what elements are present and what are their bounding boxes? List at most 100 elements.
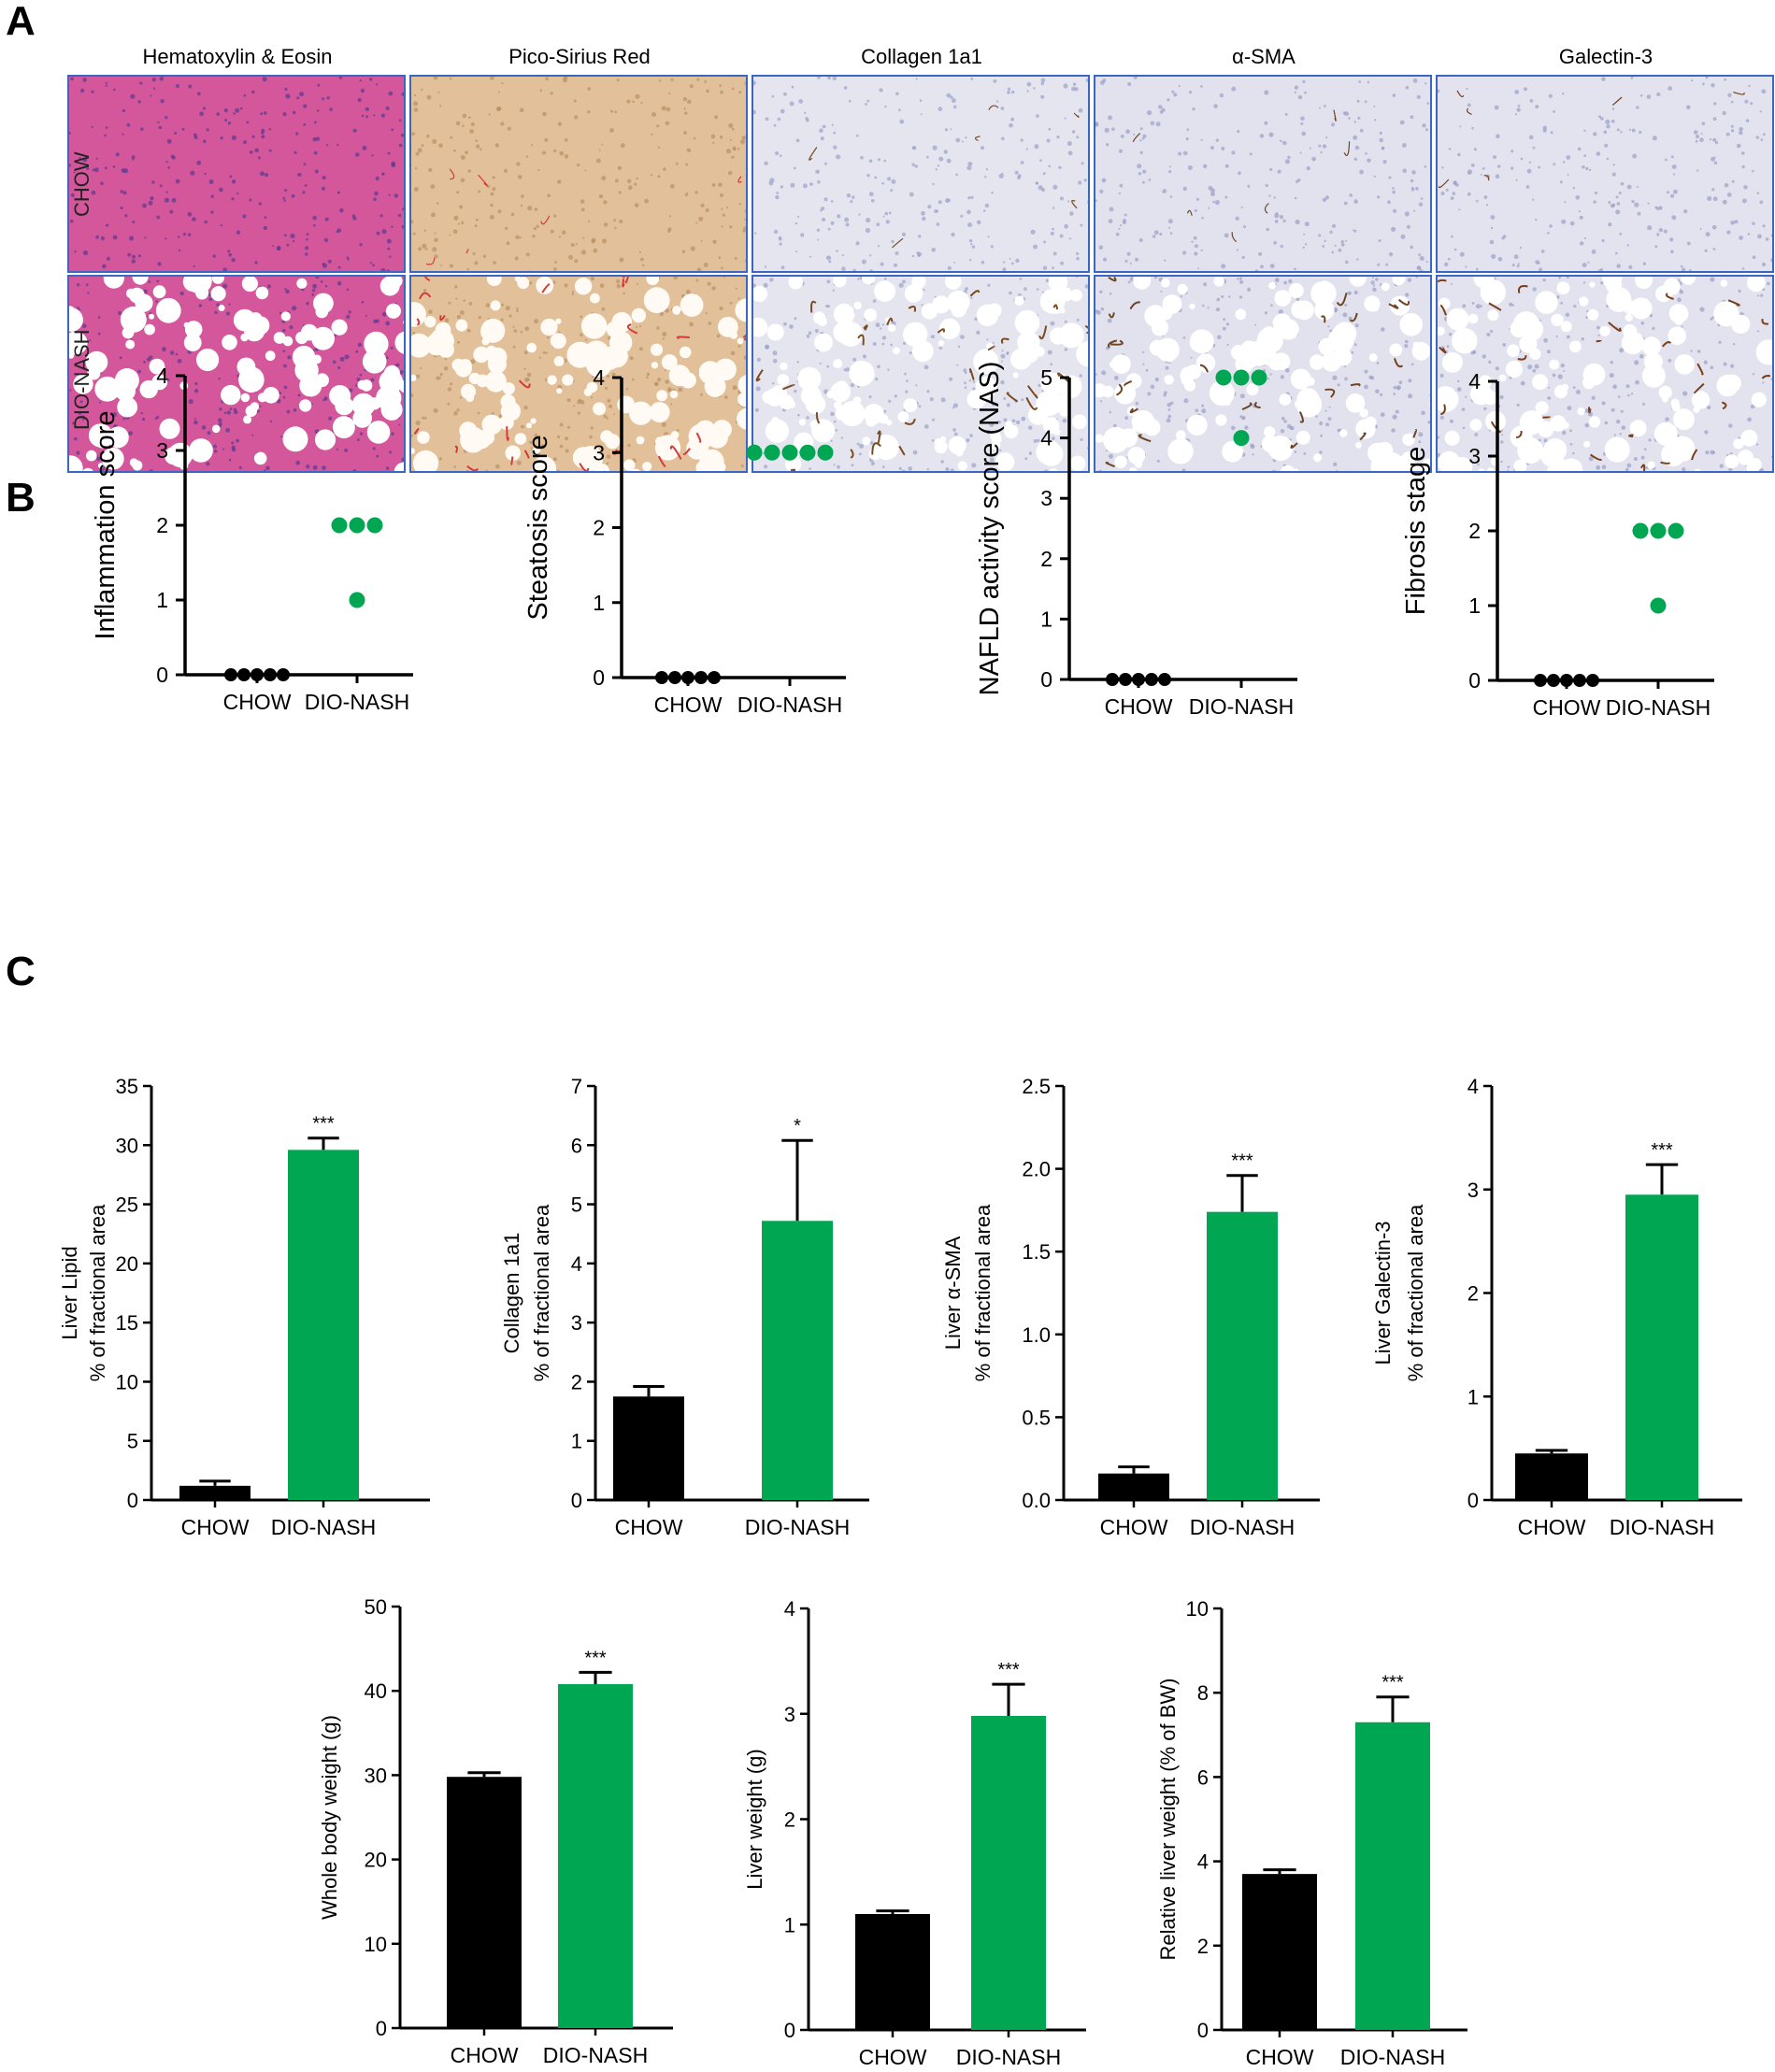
- y-tick-label: 2: [1467, 1282, 1479, 1306]
- y-tick-label: 0: [593, 665, 605, 690]
- data-point: [349, 592, 365, 608]
- data-point: [277, 668, 290, 681]
- x-tick-label: CHOW: [1518, 1515, 1586, 1539]
- significance-marker: ***: [1651, 1140, 1673, 1161]
- y-tick-label: 2: [1197, 1935, 1209, 1958]
- histology-tile: [1436, 75, 1774, 273]
- data-point: [708, 671, 721, 684]
- y-tick-label: 0.0: [1022, 1489, 1051, 1512]
- data-point: [781, 444, 798, 461]
- y-axis-label: Liver α-SMA: [941, 1236, 965, 1350]
- y-axis-label: NAFLD activity score (NAS): [975, 362, 1005, 696]
- y-tick-label: 10: [116, 1370, 138, 1393]
- significance-marker: *: [794, 1116, 801, 1136]
- data-point: [1132, 673, 1145, 686]
- y-tick-label: 30: [365, 1764, 387, 1787]
- bar-chow: [179, 1485, 251, 1500]
- data-point: [251, 668, 264, 681]
- y-tick-label: 10: [1186, 1597, 1209, 1621]
- y-tick-label: 4: [1040, 426, 1052, 450]
- data-point: [1119, 673, 1132, 686]
- y-tick-label: 1: [156, 588, 168, 612]
- data-point: [764, 444, 780, 461]
- y-tick-label: 1: [1467, 1385, 1479, 1408]
- data-point: [817, 444, 834, 461]
- y-tick-label: 4: [593, 365, 605, 390]
- data-point: [349, 517, 365, 534]
- y-tick-label: 1: [1468, 593, 1481, 618]
- y-tick-label: 2.5: [1022, 1075, 1051, 1098]
- data-point: [1668, 522, 1684, 539]
- x-tick-label: CHOW: [859, 2045, 927, 2069]
- y-axis-label: Fibrosis stage: [1401, 447, 1431, 616]
- y-tick-label: 2: [1468, 519, 1481, 543]
- y-tick-label: 7: [571, 1075, 582, 1098]
- x-tick-label: DIO-NASH: [1190, 1515, 1295, 1539]
- y-tick-label: 30: [116, 1134, 138, 1157]
- y-tick-label: 3: [1040, 486, 1052, 510]
- y-axis-label: Relative liver weight (% of BW): [1156, 1679, 1180, 1961]
- y-tick-label: 2.0: [1022, 1158, 1051, 1181]
- significance-marker: ***: [1381, 1673, 1404, 1693]
- bar-chow: [1242, 1874, 1317, 2030]
- data-point: [1586, 674, 1599, 687]
- significance-marker: ***: [1231, 1151, 1253, 1172]
- histology-tile: [409, 75, 748, 273]
- x-tick-label: DIO-NASH: [1189, 694, 1294, 719]
- y-tick-label: 0: [571, 1489, 582, 1512]
- x-tick-label: DIO-NASH: [956, 2045, 1061, 2069]
- bar-chow: [613, 1396, 684, 1500]
- data-point: [1145, 673, 1158, 686]
- data-point: [224, 668, 237, 681]
- y-tick-label: 4: [784, 1597, 795, 1621]
- y-tick-label: 3: [593, 440, 605, 464]
- bar-chow: [447, 1777, 522, 2028]
- bar-dio-nash: [762, 1221, 833, 1500]
- data-point: [1106, 673, 1119, 686]
- y-tick-label: 2: [156, 513, 168, 537]
- data-point: [1650, 522, 1667, 539]
- data-point: [1215, 369, 1232, 386]
- bar-dio-nash: [288, 1150, 359, 1500]
- significance-marker: ***: [584, 1648, 607, 1668]
- bar-dio-nash: [1625, 1194, 1698, 1500]
- data-point: [1560, 674, 1573, 687]
- panel-label-b: B: [6, 475, 36, 521]
- data-point: [1158, 673, 1171, 686]
- y-tick-label: 3: [1467, 1179, 1479, 1202]
- data-point: [655, 671, 668, 684]
- x-tick-label: DIO-NASH: [305, 690, 409, 714]
- data-point: [1233, 369, 1250, 386]
- y-axis-label: Liver Lipid: [58, 1246, 81, 1339]
- y-tick-label: 4: [156, 364, 168, 388]
- bar-dio-nash: [558, 1683, 633, 2028]
- significance-marker: ***: [997, 1660, 1020, 1680]
- column-header-he: Hematoxylin & Eosin: [142, 45, 333, 68]
- histology-tile: [409, 275, 748, 473]
- y-tick-label: 5: [571, 1193, 582, 1217]
- bar-chow: [855, 1913, 930, 2030]
- x-tick-label: DIO-NASH: [745, 1515, 850, 1539]
- y-axis-label: Liver Galectin-3: [1371, 1221, 1395, 1365]
- y-tick-label: 0: [784, 2019, 795, 2042]
- x-tick-label: DIO-NASH: [737, 693, 842, 717]
- data-point: [1573, 674, 1586, 687]
- x-tick-label: CHOW: [451, 2043, 519, 2067]
- y-tick-label: 20: [365, 1849, 387, 1872]
- x-tick-label: DIO-NASH: [1340, 2045, 1445, 2069]
- y-tick-label: 20: [116, 1252, 138, 1276]
- column-header-galectin: Galectin-3: [1558, 45, 1653, 68]
- y-tick-label: 0.5: [1022, 1406, 1051, 1429]
- histology-tile: [1094, 75, 1432, 273]
- panel-label-a: A: [6, 0, 36, 44]
- column-header-collagen: Collagen 1a1: [861, 45, 982, 68]
- y-tick-label: 2: [1040, 547, 1052, 571]
- y-tick-label: 1: [571, 1430, 582, 1453]
- data-point: [264, 668, 277, 681]
- y-tick-label: 10: [365, 1933, 387, 1956]
- column-header-sirius-red: Pico-Sirius Red: [508, 45, 651, 68]
- data-point: [1547, 674, 1560, 687]
- y-tick-label: 2: [784, 1808, 795, 1832]
- y-tick-label: 6: [1197, 1765, 1209, 1789]
